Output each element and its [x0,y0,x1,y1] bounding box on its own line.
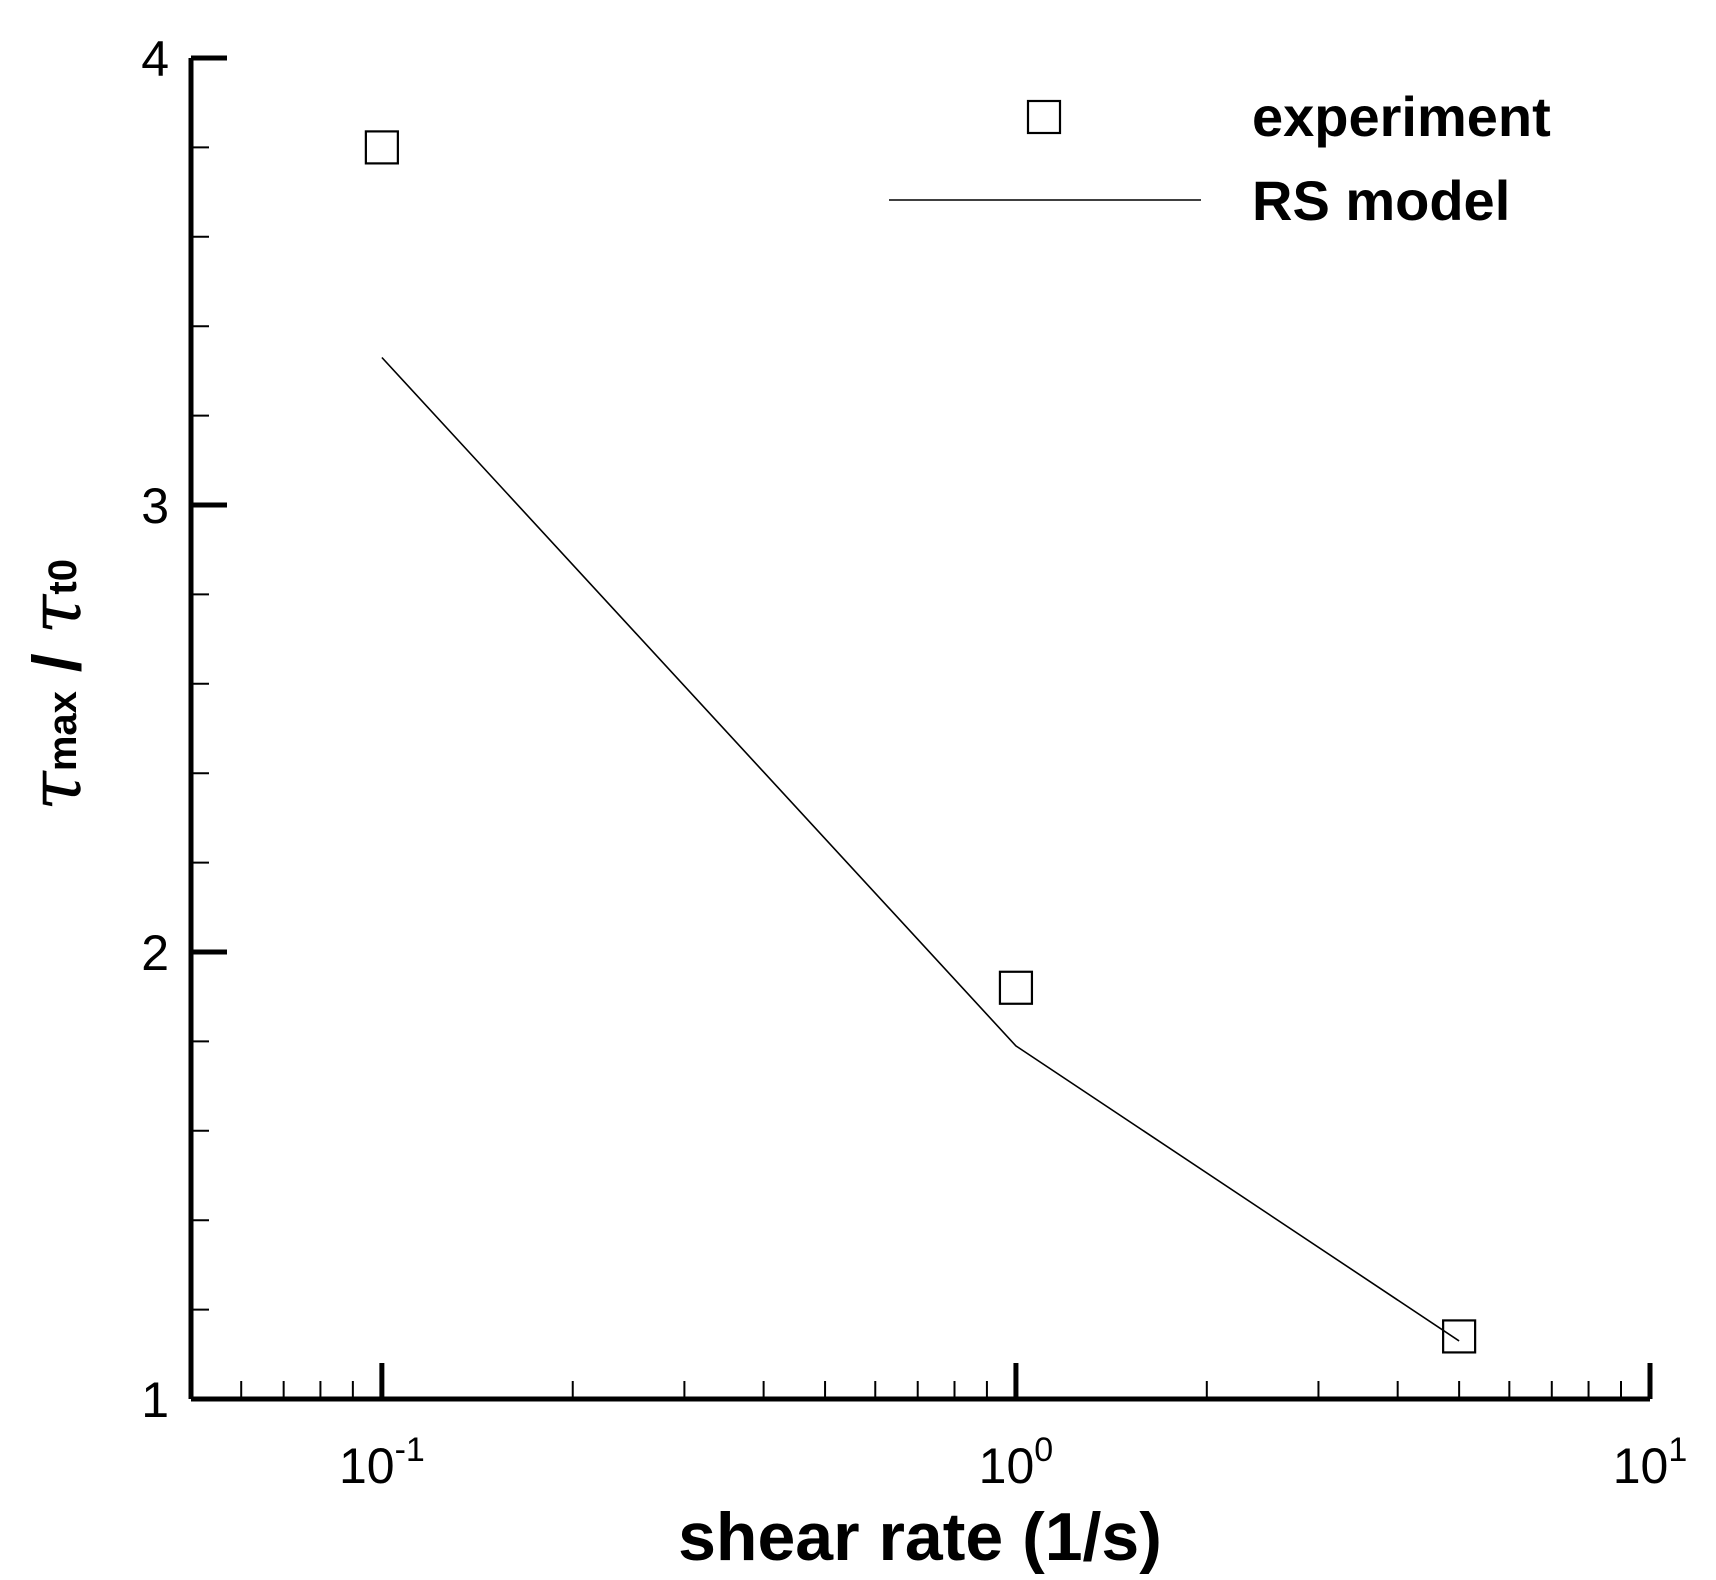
x-tick-label: 101 [1613,1431,1688,1494]
legend-label-experiment: experiment [1252,85,1551,148]
legend-marker-experiment [1026,99,1062,135]
data-point-experiment [998,970,1034,1005]
x-tick-label: 100 [979,1431,1054,1494]
data-point-experiment [1442,1319,1477,1354]
y-tick-label: 3 [141,478,169,534]
series-line-rs-model [381,356,1460,1342]
axes [188,58,1650,1402]
y-tick-label: 1 [141,1372,169,1428]
y-axis-title-sub2: t0 [41,559,85,595]
data-point-experiment [364,130,399,165]
legend: experiment RS model [889,85,1551,232]
y-axis-title-symbol: τ [13,770,97,811]
x-axis-title: shear rate (1/s) [678,1499,1162,1575]
series-layer [364,130,1477,1354]
y-axis-title: τmax / τt0 [13,559,97,811]
svg-text:τmax / τt0: τmax / τt0 [13,559,97,811]
y-tick-label: 4 [141,31,169,87]
y-axis-title-separator: / [19,634,95,691]
y-tick-label: 2 [141,925,169,981]
major-ticks [191,55,1653,1402]
x-tick-label: 10-1 [339,1431,425,1494]
minor-ticks [191,146,1622,1399]
x-tick-label-base: 10 [1613,1438,1669,1494]
y-axis-title-symbol-2: τ [13,593,97,634]
x-tick-label-base: 10 [979,1438,1035,1494]
y-axis-title-sub1: max [41,691,85,771]
x-tick-label-base: 10 [339,1438,395,1494]
x-tick-label-exponent: -1 [395,1431,425,1469]
legend-label-rs-model: RS model [1252,169,1510,232]
x-tick-label-exponent: 1 [1668,1431,1687,1469]
x-tick-label-exponent: 0 [1034,1431,1053,1469]
